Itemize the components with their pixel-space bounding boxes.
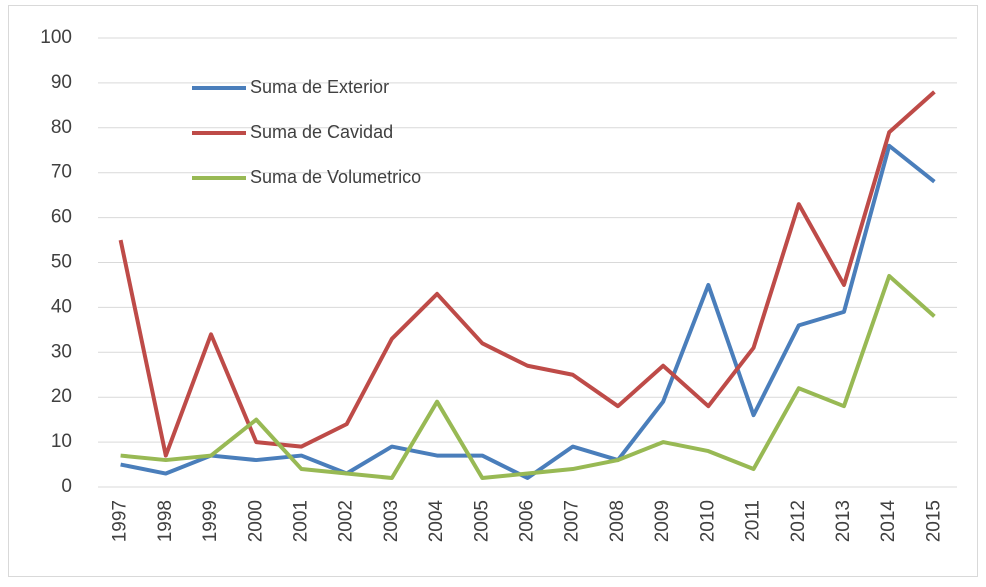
x-tick-label: 1998 — [155, 500, 176, 542]
x-tick-label: 1997 — [110, 500, 131, 542]
y-tick-label: 70 — [51, 162, 72, 183]
x-tick-label: 2010 — [697, 500, 718, 542]
legend-label: Suma de Volumetrico — [250, 167, 421, 187]
y-tick-label: 100 — [40, 27, 72, 48]
x-tick-label: 2007 — [562, 500, 583, 542]
series-line — [118, 90, 936, 458]
x-tick-label: 2004 — [426, 500, 447, 543]
x-tick-label: 2015 — [923, 500, 944, 542]
y-tick-label: 90 — [51, 72, 72, 93]
y-tick-label: 80 — [51, 117, 72, 138]
x-tick-label: 2012 — [788, 500, 809, 542]
x-tick-label: 2000 — [245, 500, 266, 542]
y-tick-label: 10 — [51, 431, 72, 452]
y-tick-label: 0 — [61, 476, 72, 497]
x-tick-label: 1999 — [200, 500, 221, 542]
legend-label: Suma de Exterior — [250, 77, 389, 97]
x-tick-label: 2008 — [607, 500, 628, 542]
y-tick-label: 50 — [51, 252, 72, 273]
x-tick-label: 2002 — [336, 500, 357, 542]
legend-label: Suma de Cavidad — [250, 122, 393, 142]
x-tick-label: 2005 — [471, 500, 492, 542]
x-tick-label: 2013 — [833, 500, 854, 542]
y-tick-label: 30 — [51, 341, 72, 362]
x-tick-label: 2001 — [290, 500, 311, 542]
x-tick-label: 2006 — [517, 500, 538, 542]
y-tick-label: 60 — [51, 207, 72, 228]
x-tick-label: 2014 — [878, 500, 899, 543]
y-tick-label: 20 — [51, 386, 72, 407]
x-tick-label: 2011 — [743, 500, 764, 541]
x-tick-label: 2003 — [381, 500, 402, 542]
series-line — [120, 273, 936, 481]
x-tick-label: 2009 — [652, 500, 673, 542]
y-tick-label: 40 — [51, 296, 72, 317]
series-line — [120, 143, 936, 481]
chart-border — [8, 5, 978, 577]
